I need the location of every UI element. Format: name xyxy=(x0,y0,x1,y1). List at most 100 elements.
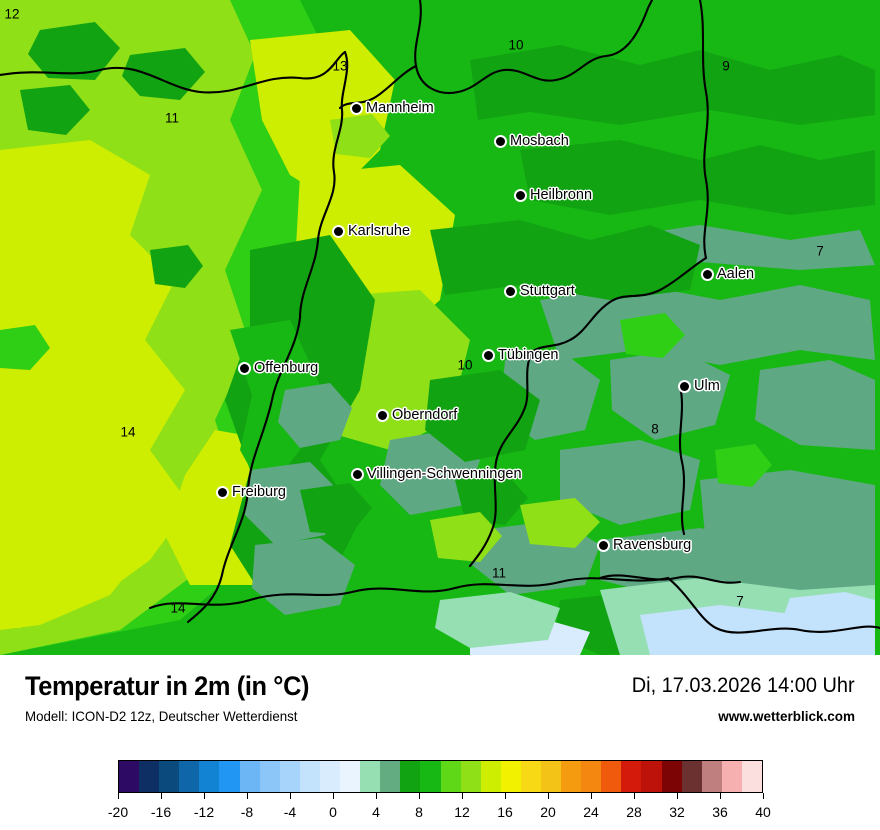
city-dot-icon xyxy=(240,363,249,373)
city-label: Offenburg xyxy=(254,360,319,376)
colorbar-swatch xyxy=(641,761,662,792)
city-marker[interactable]: Mosbach xyxy=(496,133,569,149)
city-marker[interactable]: Mannheim xyxy=(352,100,434,116)
city-marker[interactable]: Tübingen xyxy=(484,347,558,363)
colorbar-swatch xyxy=(500,761,521,792)
city-dot-icon xyxy=(218,487,227,497)
colorbar-swatch xyxy=(400,761,421,792)
colorbar-tick xyxy=(419,793,420,799)
isoline-label: 13 xyxy=(332,58,348,74)
colorbar-swatch xyxy=(420,761,441,792)
colorbar-swatch xyxy=(159,761,180,792)
colorbar-swatch xyxy=(681,761,702,792)
colorbar-tick-label: 24 xyxy=(583,804,599,820)
website-label: www.wetterblick.com xyxy=(718,709,855,724)
temperature-map[interactable]: Mannheim Mosbach Heilbronn Karlsruhe Stuttga… xyxy=(0,0,880,655)
colorbar-swatch xyxy=(380,761,401,792)
city-marker[interactable]: Villingen-Schwenningen xyxy=(353,466,522,482)
city-label: Ravensburg xyxy=(613,537,692,553)
colorbar-swatch xyxy=(360,761,381,792)
colorbar-tick-label: 16 xyxy=(497,804,513,820)
city-dot-icon xyxy=(506,286,515,296)
colorbar-tick xyxy=(677,793,678,799)
colorbar-swatches xyxy=(118,760,763,793)
colorbar-swatch xyxy=(139,761,160,792)
city-label: Oberndorf xyxy=(392,407,458,423)
isoline-label: 14 xyxy=(120,424,136,440)
city-label: Heilbronn xyxy=(530,187,593,203)
city-dot-icon xyxy=(680,381,689,391)
isoline-label: 12 xyxy=(4,6,20,22)
city-label: Karlsruhe xyxy=(348,223,411,239)
temperature-colorbar: -20 -16 -12 -8 -4 0 4 8 12 16 20 24 28 32 36 40 xyxy=(108,760,771,823)
city-label: Mosbach xyxy=(510,133,569,149)
colorbar-swatch xyxy=(239,761,260,792)
footer-panel: Temperatur in 2m (in °C) Modell: ICON-D2… xyxy=(0,655,880,830)
colorbar-tick xyxy=(204,793,205,799)
city-dot-icon xyxy=(353,469,362,479)
colorbar-tick-label: 32 xyxy=(669,804,685,820)
colorbar-tick xyxy=(247,793,248,799)
colorbar-swatch xyxy=(621,761,642,792)
colorbar-tick xyxy=(118,793,119,799)
colorbar-swatch xyxy=(601,761,622,792)
colorbar-tick-label: 12 xyxy=(454,804,470,820)
colorbar-swatch xyxy=(319,761,341,792)
isoline-label: 11 xyxy=(164,110,180,126)
colorbar-ticks xyxy=(118,793,764,803)
page-title: Temperatur in 2m (in °C) xyxy=(25,671,310,701)
city-marker[interactable]: Heilbronn xyxy=(516,187,592,203)
colorbar-tick xyxy=(548,793,549,799)
city-marker[interactable]: Freiburg xyxy=(218,484,286,500)
colorbar-swatch xyxy=(179,761,200,792)
colorbar-swatch xyxy=(119,761,140,792)
colorbar-swatch xyxy=(480,761,501,792)
city-dot-icon xyxy=(599,540,608,550)
city-dot-icon xyxy=(378,410,387,420)
colorbar-tick xyxy=(462,793,463,799)
isoline-label: 11 xyxy=(491,565,507,581)
city-label: Aalen xyxy=(717,266,755,282)
isoline-label: 8 xyxy=(651,421,659,437)
isoline-label: 10 xyxy=(457,357,473,373)
city-marker[interactable]: Offenburg xyxy=(240,360,318,376)
colorbar-tick xyxy=(634,793,635,799)
city-dot-icon xyxy=(516,190,525,200)
isoline-label: 9 xyxy=(722,58,730,74)
city-marker[interactable]: Ravensburg xyxy=(599,537,691,553)
city-dot-icon xyxy=(334,226,343,236)
colorbar-tick-label: -16 xyxy=(150,804,172,820)
colorbar-tick-label: -12 xyxy=(193,804,215,820)
colorbar-tick xyxy=(591,793,592,799)
city-label: Stuttgart xyxy=(520,283,575,299)
colorbar-swatch xyxy=(741,761,762,792)
isoline-label: 14 xyxy=(170,600,186,616)
isoline-label: 10 xyxy=(508,37,524,53)
city-marker[interactable]: Aalen xyxy=(703,266,754,282)
city-marker[interactable]: Stuttgart xyxy=(506,283,575,299)
colorbar-tick-label: 4 xyxy=(372,804,380,820)
colorbar-swatch xyxy=(701,761,722,792)
colorbar-tick xyxy=(333,793,334,799)
colorbar-tick xyxy=(720,793,721,799)
colorbar-swatch xyxy=(520,761,541,792)
city-marker[interactable]: Karlsruhe xyxy=(334,223,410,239)
colorbar-swatch xyxy=(279,761,300,792)
colorbar-swatch xyxy=(540,761,562,792)
city-label: Freiburg xyxy=(232,484,286,500)
colorbar-swatch xyxy=(259,761,280,792)
colorbar-tick xyxy=(161,793,162,799)
city-label: Mannheim xyxy=(366,100,434,116)
city-marker[interactable]: Ulm xyxy=(680,378,720,394)
colorbar-swatch xyxy=(440,761,461,792)
colorbar-tick-label: -20 xyxy=(107,804,129,820)
colorbar-tick-label: 0 xyxy=(329,804,337,820)
city-marker[interactable]: Oberndorf xyxy=(378,407,457,423)
colorbar-swatch xyxy=(661,761,682,792)
city-dot-icon xyxy=(703,269,712,279)
map-raster xyxy=(0,0,880,655)
colorbar-tick xyxy=(376,793,377,799)
city-dot-icon xyxy=(352,103,361,113)
colorbar-swatch xyxy=(199,761,220,792)
